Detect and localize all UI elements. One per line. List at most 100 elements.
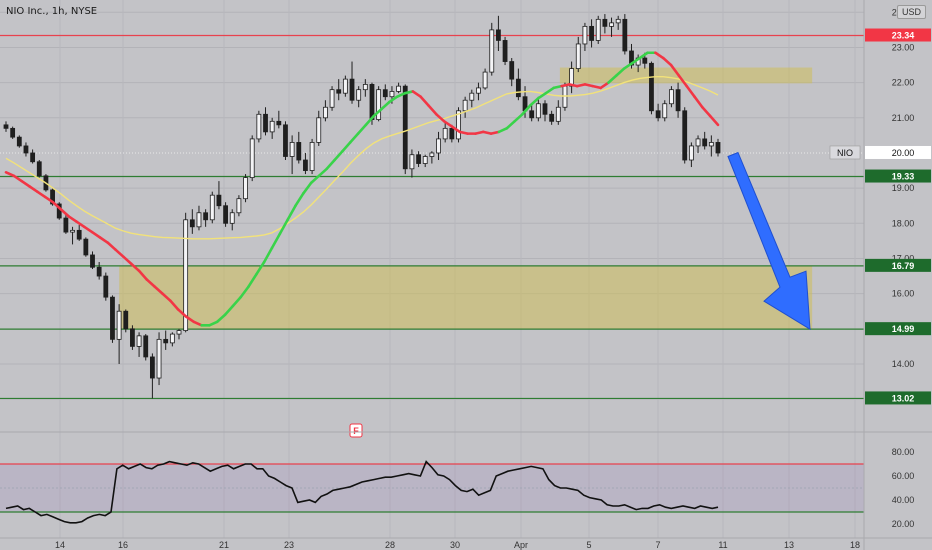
ema-fast-segment	[560, 83, 571, 88]
level-price-text: 14.99	[892, 324, 915, 334]
candle-body	[96, 266, 102, 277]
x-tick-label: 21	[219, 540, 229, 550]
ema-fast-segment	[270, 232, 282, 250]
candle-body	[196, 212, 202, 228]
candle-body	[103, 275, 109, 298]
current-price-text: 20.00	[892, 148, 915, 158]
currency-button[interactable]: USD	[896, 5, 926, 19]
candle-body	[263, 113, 268, 133]
candle-body	[702, 138, 708, 147]
candle-body	[316, 117, 322, 143]
ema-fast-segment	[552, 84, 563, 90]
oscillator-line	[5, 460, 719, 524]
ema-fast-segment	[364, 114, 376, 127]
ema-fast-segment	[122, 255, 133, 266]
candle-body	[396, 85, 401, 92]
y-tick-label: 18.00	[892, 218, 915, 228]
candle-body	[349, 78, 355, 101]
x-tick-label: Apr	[514, 540, 528, 550]
ema-fast-segment	[20, 179, 31, 188]
ema-fast-segment	[28, 185, 39, 193]
x-tick-label: 13	[784, 540, 794, 550]
candle-body	[183, 219, 189, 331]
ema-fast-segment	[348, 132, 360, 144]
ema-fast-segment	[442, 120, 454, 128]
level-price-box	[865, 258, 931, 272]
candle-body	[449, 127, 455, 140]
candle-body	[70, 229, 75, 233]
candle-body	[329, 89, 335, 108]
current-tag-text: NIO	[837, 148, 853, 158]
candle-body	[715, 142, 721, 154]
candle-body	[336, 89, 342, 94]
ema-fast-segment	[661, 56, 673, 67]
ema-fast-segment	[497, 127, 509, 134]
ema-fast-segment	[403, 90, 415, 95]
candle-body	[16, 136, 22, 147]
ema-fast-segment	[67, 214, 78, 223]
osc-tick-label: 80.00	[892, 447, 915, 457]
ema-fast-segment	[677, 74, 689, 88]
oscillator-pane: F	[0, 423, 864, 524]
candle-body	[582, 25, 588, 45]
x-tick-label: 14	[55, 540, 65, 550]
candle-body	[688, 145, 694, 161]
candle-body	[269, 120, 275, 133]
ema-fast-segment	[114, 248, 125, 259]
candle-body	[609, 22, 614, 27]
candle-body	[236, 198, 242, 214]
candle-body	[116, 310, 122, 340]
candle-body	[90, 254, 95, 268]
candle-body	[10, 127, 16, 138]
ema-fast-segment	[372, 107, 383, 118]
ema-fast-segment	[255, 260, 266, 276]
ema-fast-segment	[4, 171, 16, 178]
ema-fast-segment	[380, 100, 391, 111]
candle-body	[249, 138, 255, 178]
ema-fast-segment	[427, 104, 438, 116]
ema-fast-segment	[129, 262, 141, 273]
level-price-box	[865, 391, 931, 405]
ema-fast-segment	[35, 190, 47, 199]
candle-body	[655, 110, 661, 119]
ema-fast-segment	[638, 51, 649, 60]
level-price-text: 23.34	[892, 31, 915, 41]
forecast-arrow-shape	[727, 151, 811, 331]
candle-body	[110, 296, 115, 340]
ticker-title[interactable]: NIO Inc., 1h, NYSE	[6, 6, 98, 17]
candle-body	[36, 161, 42, 177]
ema-fast-segment	[419, 95, 430, 107]
ema-fast-segment	[59, 207, 70, 218]
candle-body	[169, 333, 175, 344]
forecast-arrow	[727, 151, 811, 331]
level-price-box	[865, 169, 931, 183]
y-tick-label: 21.00	[892, 113, 915, 123]
candle-body	[63, 217, 69, 233]
candle-body	[642, 57, 648, 64]
candle-body	[256, 113, 262, 140]
ema-fast-segment	[450, 125, 462, 134]
ema-fast-segment	[286, 204, 297, 222]
y-tick-label: 19.00	[892, 183, 915, 193]
ema-fast-segment	[356, 123, 368, 135]
ema-fast-segment	[137, 269, 149, 281]
candle-body	[542, 103, 548, 115]
candle-body	[442, 127, 448, 140]
ema-fast-segment	[630, 56, 642, 65]
ema-fast-segment	[239, 285, 250, 299]
candle-body	[323, 106, 328, 119]
ema-fast-segment	[458, 130, 469, 135]
candle-body	[489, 29, 495, 73]
current-tag-box	[829, 145, 861, 160]
ema-fast-segment	[341, 141, 352, 153]
ema-fast-segment	[513, 112, 524, 123]
candle-body	[649, 62, 654, 112]
candle-body	[303, 159, 308, 171]
candle-body	[422, 156, 428, 164]
ema-fast-segment	[701, 105, 712, 118]
candle-body	[123, 310, 129, 330]
ema-fast-segment	[302, 181, 313, 195]
ema-fast-segment	[231, 295, 243, 308]
